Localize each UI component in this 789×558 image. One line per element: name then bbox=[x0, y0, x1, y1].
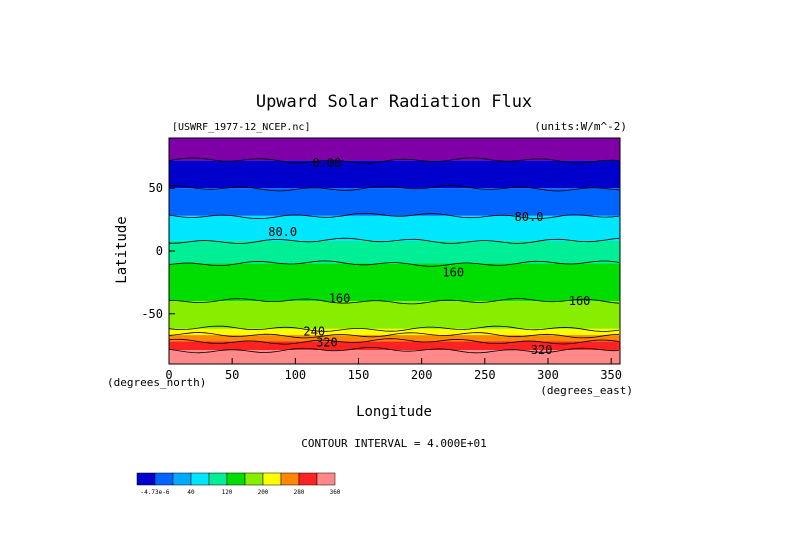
contour-line bbox=[168, 298, 620, 305]
contour-line bbox=[168, 338, 620, 345]
colorbar-label: 40 bbox=[187, 489, 195, 496]
y-axis-title: Latitude bbox=[114, 216, 130, 283]
contour-line bbox=[168, 260, 620, 267]
y-tick-label: 0 bbox=[156, 244, 163, 258]
contour-interval-label: CONTOUR INTERVAL = 4.000E+01 bbox=[301, 437, 486, 450]
contour-line bbox=[168, 157, 620, 164]
colorbar-label: -4.73e-6 bbox=[141, 489, 170, 496]
contour-label: 80.0 bbox=[268, 225, 297, 239]
x-tick-label: 50 bbox=[225, 368, 239, 382]
heatmap-band bbox=[169, 301, 620, 329]
colorbar-swatch bbox=[172, 472, 192, 486]
x-tick-label: 100 bbox=[284, 368, 306, 382]
x-tick-label: 150 bbox=[348, 368, 370, 382]
heatmap-band bbox=[169, 350, 620, 364]
y-axis: 50 0 -50 bbox=[141, 181, 175, 321]
x-tick-label: 0 bbox=[165, 368, 172, 382]
colorbar-swatch bbox=[316, 472, 336, 486]
colorbar-swatch bbox=[262, 472, 282, 486]
contour-line bbox=[168, 332, 620, 339]
heatmap-band bbox=[169, 240, 620, 264]
contour-label: 0.00 bbox=[312, 156, 341, 170]
contour-line bbox=[168, 212, 620, 220]
contour-label: 320 bbox=[531, 343, 553, 357]
colorbar-label: 280 bbox=[294, 489, 305, 496]
colorbar-label: 120 bbox=[222, 489, 233, 496]
x-tick-label: 350 bbox=[600, 368, 622, 382]
contour-label: 160 bbox=[442, 265, 464, 279]
heatmap-band bbox=[169, 188, 620, 216]
colorbar-swatch bbox=[226, 472, 246, 486]
colorbar-swatch bbox=[280, 472, 300, 486]
contour-line bbox=[168, 325, 620, 332]
colorbar-label: 200 bbox=[258, 489, 269, 496]
heatmap-band bbox=[169, 138, 620, 161]
heatmap-band bbox=[169, 160, 620, 189]
colorbar-swatch bbox=[190, 472, 210, 486]
x-unit-label: (degrees_east) bbox=[540, 384, 633, 397]
colorbar-swatch bbox=[154, 472, 174, 486]
contour-label: 320 bbox=[316, 336, 338, 350]
y-tick-label: 50 bbox=[149, 181, 163, 195]
colorbar-label: 360 bbox=[330, 489, 341, 496]
colorbar-swatch bbox=[208, 472, 228, 486]
heatmap-plot bbox=[168, 138, 620, 364]
contour-label: 160 bbox=[329, 292, 351, 306]
heatmap-band bbox=[169, 341, 620, 351]
contour-line bbox=[168, 185, 620, 192]
x-tick-label: 300 bbox=[537, 368, 559, 382]
heatmap-band bbox=[169, 335, 620, 342]
heatmap-band bbox=[169, 263, 620, 302]
contour-label: 80.0 bbox=[515, 210, 544, 224]
contour-label: 160 bbox=[569, 294, 591, 308]
units-label: (units:W/m^-2) bbox=[534, 120, 627, 133]
contour-label: 240 bbox=[303, 324, 325, 338]
x-tick-label: 250 bbox=[474, 368, 496, 382]
colorbar-swatch bbox=[136, 472, 156, 486]
file-label: [USWRF_1977-12_NCEP.nc] bbox=[172, 122, 310, 133]
contour-line bbox=[168, 347, 620, 354]
x-axis: 0 50 100 150 200 250 300 350 bbox=[165, 358, 622, 382]
contour-line bbox=[168, 237, 620, 244]
colorbar-swatch bbox=[298, 472, 318, 486]
x-axis-title: Longitude bbox=[356, 404, 432, 420]
x-tick-label: 200 bbox=[411, 368, 433, 382]
y-unit-label: (degrees_north) bbox=[107, 376, 206, 389]
colorbar-swatch bbox=[244, 472, 264, 486]
chart-title: Upward Solar Radiation Flux bbox=[256, 92, 532, 112]
heatmap-band bbox=[169, 328, 620, 336]
heatmap-band bbox=[169, 215, 620, 241]
y-tick-label: -50 bbox=[141, 307, 163, 321]
colorbar: -4.73e-6 40 120 200 280 360 bbox=[136, 472, 341, 496]
